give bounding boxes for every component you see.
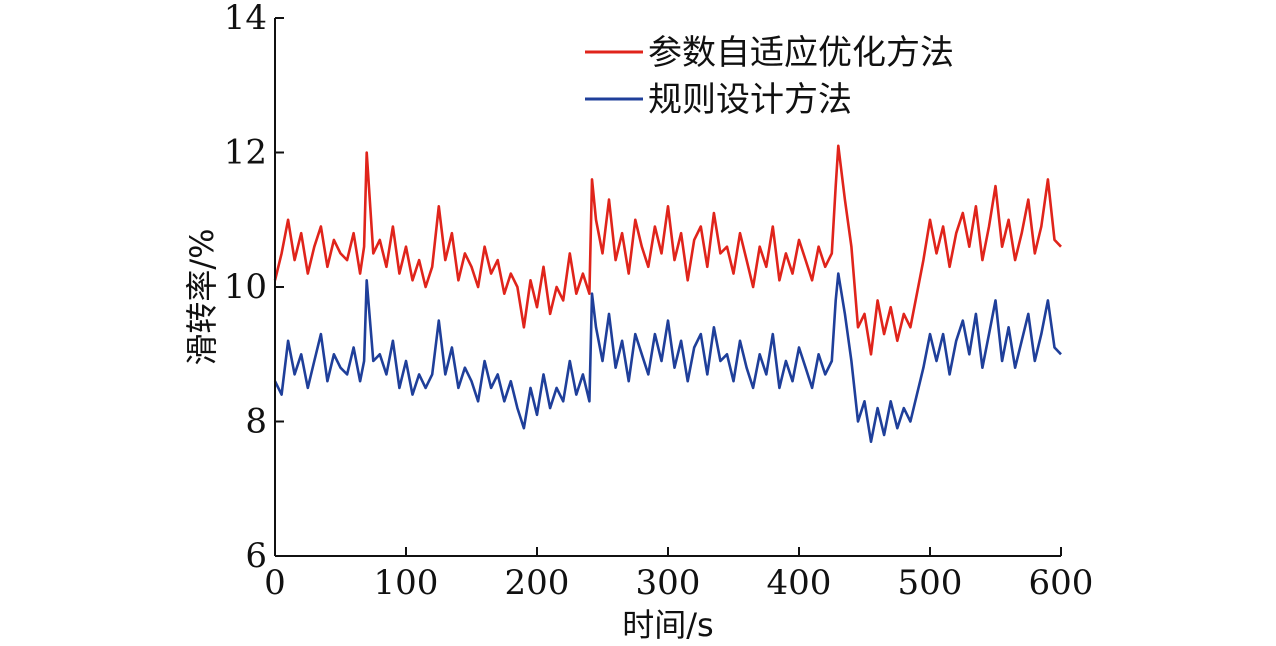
series-line-1 xyxy=(273,272,1062,444)
x-tick-label: 0 xyxy=(264,563,286,603)
x-tick-label: 200 xyxy=(505,563,570,603)
y-tick-label: 6 xyxy=(245,536,267,576)
y-tick-label: 10 xyxy=(224,267,267,307)
series-line-0 xyxy=(273,144,1062,356)
x-tick-label: 500 xyxy=(898,563,963,603)
x-tick-label: 300 xyxy=(636,563,701,603)
plot-area xyxy=(273,144,1062,444)
legend: 参数自适应优化方法 规则设计方法 xyxy=(585,33,954,120)
legend-label-series-1: 规则设计方法 xyxy=(648,80,852,120)
y-tick-label: 14 xyxy=(224,0,267,38)
y-tick-label: 8 xyxy=(245,402,267,442)
x-tick-label: 600 xyxy=(1029,563,1094,603)
x-axis-label: 时间/s xyxy=(622,606,713,644)
axis-ticks: 0 100 200 300 400 500 600 6 8 10 12 14 xyxy=(224,0,1094,603)
y-axis-label: 滑转率/% xyxy=(183,228,221,365)
y-tick-label: 12 xyxy=(224,133,267,173)
x-tick-label: 400 xyxy=(767,563,832,603)
legend-label-series-0: 参数自适应优化方法 xyxy=(648,33,954,73)
x-tick-label: 100 xyxy=(374,563,439,603)
